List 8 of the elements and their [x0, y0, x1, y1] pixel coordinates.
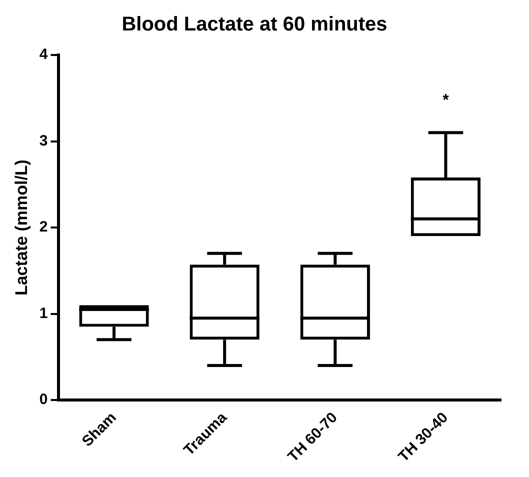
annotation: *	[442, 92, 450, 110]
y-tick-label: 1	[39, 304, 48, 322]
y-axis-title: Lactate (mmol/L)	[12, 160, 31, 296]
y-tick-label: 0	[39, 391, 48, 408]
chart-title: Blood Lactate at 60 minutes	[122, 14, 388, 36]
y-tick-label: 2	[39, 218, 48, 236]
y-tick-label: 4	[39, 46, 48, 64]
y-tick-label: 3	[39, 132, 48, 150]
